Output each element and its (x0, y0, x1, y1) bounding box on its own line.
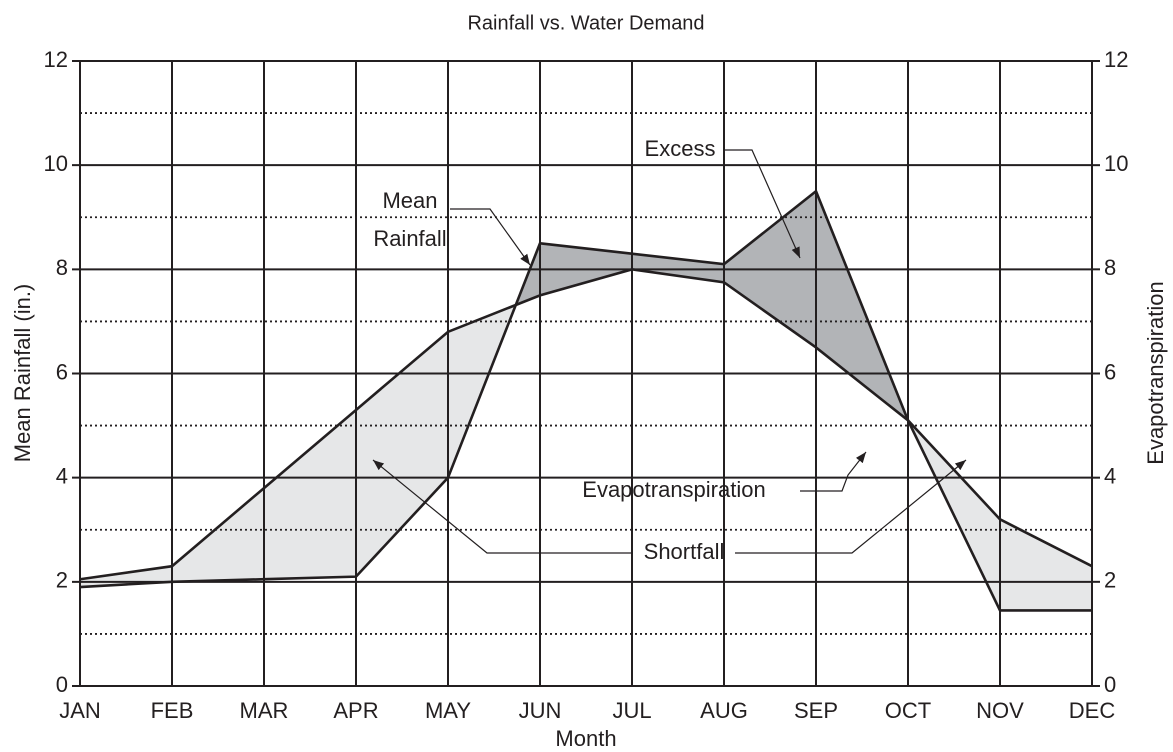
fills (79, 190, 1093, 611)
y-tick-label: 8 (56, 255, 68, 280)
shortfall-area (355, 331, 449, 578)
y-tick-label: 6 (56, 359, 68, 384)
y2-tick-label: 4 (1104, 463, 1116, 488)
x-axis-label: Month (555, 726, 616, 751)
evapotranspiration-label: Evapotranspiration (582, 477, 765, 502)
x-tick-label: APR (333, 698, 378, 723)
annotations: Excess Mean Rainfall Evapotranspiration S… (372, 136, 967, 564)
x-tick-label: MAY (425, 698, 471, 723)
lines (79, 189, 1093, 612)
y2-tick-label: 8 (1104, 255, 1116, 280)
mean-rainfall-label: Mean Rainfall (373, 188, 446, 251)
mean-rainfall-arrow (450, 208, 531, 266)
series-line (79, 189, 1092, 612)
x-tick-label: MAR (240, 698, 289, 723)
y2-tick-label: 6 (1104, 359, 1116, 384)
excess-arrow (724, 149, 801, 259)
series-line (79, 268, 1093, 581)
y2-axis-label: Evapotranspiration (1143, 281, 1168, 464)
x-tick-label: AUG (700, 698, 748, 723)
y-tick-label: 10 (44, 151, 68, 176)
y-tick-label: 2 (56, 568, 68, 593)
y2-tick-label: 12 (1104, 47, 1128, 72)
y-tick-label: 4 (56, 463, 68, 488)
x-tick-label: DEC (1069, 698, 1116, 723)
x-tick-label: FEB (151, 698, 194, 723)
shortfall-area (263, 409, 357, 580)
x-tick-label: JUN (519, 698, 562, 723)
evapotranspiration-arrow (800, 451, 867, 492)
y-axis-label: Mean Rainfall (in.) (10, 284, 35, 463)
shortfall-area (999, 518, 1093, 611)
y-tick-label: 0 (56, 672, 68, 697)
y2-tick-label: 2 (1104, 568, 1116, 593)
y-tick-label: 12 (44, 47, 68, 72)
shortfall-label: Shortfall (644, 539, 725, 564)
excess-label: Excess (645, 136, 716, 161)
y2-tick-label: 0 (1104, 672, 1116, 697)
x-tick-label: JUL (612, 698, 651, 723)
x-tick-label: OCT (885, 698, 931, 723)
grid (72, 60, 1100, 687)
x-tick-label: NOV (976, 698, 1024, 723)
shortfall-arrow-right (735, 459, 967, 554)
shortfall-area (171, 487, 265, 583)
x-tick-label: JAN (59, 698, 101, 723)
shortfall-arrow-left (372, 459, 633, 554)
x-tick-label: SEP (794, 698, 838, 723)
chart-title: Rainfall vs. Water Demand (467, 12, 704, 34)
y2-tick-label: 10 (1104, 151, 1128, 176)
